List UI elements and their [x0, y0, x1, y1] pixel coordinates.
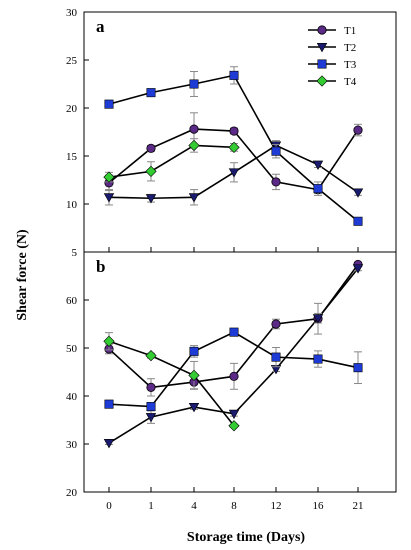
data-point: [188, 193, 200, 203]
data-point: [189, 124, 199, 134]
series-line: [108, 340, 235, 427]
data-point: [146, 88, 156, 98]
data-point: [271, 146, 281, 156]
legend-marker: [317, 25, 327, 35]
data-point: [229, 371, 239, 381]
series-t3: [104, 66, 363, 226]
series-t3: [104, 327, 363, 412]
y-tick-label: 25: [66, 55, 78, 67]
legend: T1 T2 T3 T4: [308, 25, 357, 88]
x-axis-title: Storage time (Days): [187, 530, 306, 545]
data-point: [104, 99, 114, 109]
panel-a: 5 10 15 20 25 30 a T1 T2 T3 T4: [66, 7, 397, 259]
data-point: [271, 319, 281, 329]
data-point: [146, 402, 156, 412]
data-point: [352, 188, 364, 198]
data-point: [188, 369, 200, 381]
data-point: [229, 70, 239, 80]
data-point: [353, 125, 363, 135]
y-tick-label: 10: [66, 199, 78, 211]
legend-label: T1: [344, 25, 356, 37]
y-tick-label: 30: [66, 7, 78, 19]
legend-item-t1: T1: [308, 25, 356, 37]
series-line: [108, 144, 235, 178]
series-t4: [103, 332, 240, 432]
panel-label: a: [96, 17, 105, 36]
data-point: [104, 399, 114, 409]
x-tick-label: 8: [231, 500, 237, 512]
data-point: [188, 139, 200, 152]
legend-item-t3: T3: [308, 59, 357, 71]
data-point: [146, 382, 156, 392]
data-point: [228, 141, 240, 153]
y-tick-label: 20: [66, 487, 78, 499]
series-t4: [103, 138, 240, 183]
y-tick-label: 5: [72, 247, 78, 259]
data-point: [352, 264, 364, 274]
data-point: [145, 350, 157, 362]
data-point: [103, 171, 115, 183]
y-tick-label: 20: [66, 103, 78, 115]
data-point: [103, 193, 115, 203]
data-point: [103, 335, 115, 347]
y-tick-label: 50: [66, 343, 78, 355]
plot-frame: [83, 251, 397, 493]
data-point: [103, 439, 115, 449]
data-point: [145, 194, 157, 204]
legend-label: T4: [344, 76, 357, 88]
x-tick-label: 21: [353, 500, 364, 512]
data-point: [353, 363, 363, 373]
x-tick-label: 16: [313, 500, 325, 512]
data-point: [229, 126, 239, 136]
legend-marker: [316, 75, 328, 87]
data-point: [189, 79, 199, 89]
data-point: [188, 403, 200, 413]
data-point: [228, 420, 240, 432]
x-tick-label: 12: [271, 500, 282, 512]
data-point: [271, 352, 281, 362]
series-t2: [103, 264, 364, 449]
data-point: [271, 177, 281, 187]
data-point: [145, 165, 157, 177]
data-point: [228, 168, 240, 178]
data-point: [312, 314, 324, 324]
x-tick-label: 4: [191, 500, 197, 512]
y-tick-label: 30: [66, 439, 78, 451]
data-point: [189, 346, 199, 356]
data-point: [228, 409, 240, 420]
legend-item-t4: T4: [308, 75, 357, 88]
legend-marker: [316, 42, 328, 53]
y-tick-label: 15: [66, 151, 78, 163]
panel-label: b: [96, 257, 105, 276]
x-tick-label: 0: [106, 500, 112, 512]
data-point: [229, 327, 239, 337]
y-tick-label: 60: [66, 295, 78, 307]
data-point: [145, 413, 157, 423]
legend-label: T2: [344, 42, 356, 54]
panel-b: 20 30 40 50 60 0 1 4 8 12 16 21 b: [66, 251, 397, 512]
x-tick-label: 1: [148, 500, 154, 512]
data-point: [312, 160, 324, 170]
data-point: [146, 143, 156, 153]
y-tick-label: 40: [66, 391, 78, 403]
data-point: [353, 216, 363, 226]
legend-label: T3: [344, 59, 357, 71]
legend-item-t2: T2: [308, 42, 356, 54]
data-point: [313, 354, 323, 364]
data-point: [313, 184, 323, 194]
y-axis-title: Shear force (N): [15, 229, 30, 321]
legend-marker: [317, 59, 327, 69]
